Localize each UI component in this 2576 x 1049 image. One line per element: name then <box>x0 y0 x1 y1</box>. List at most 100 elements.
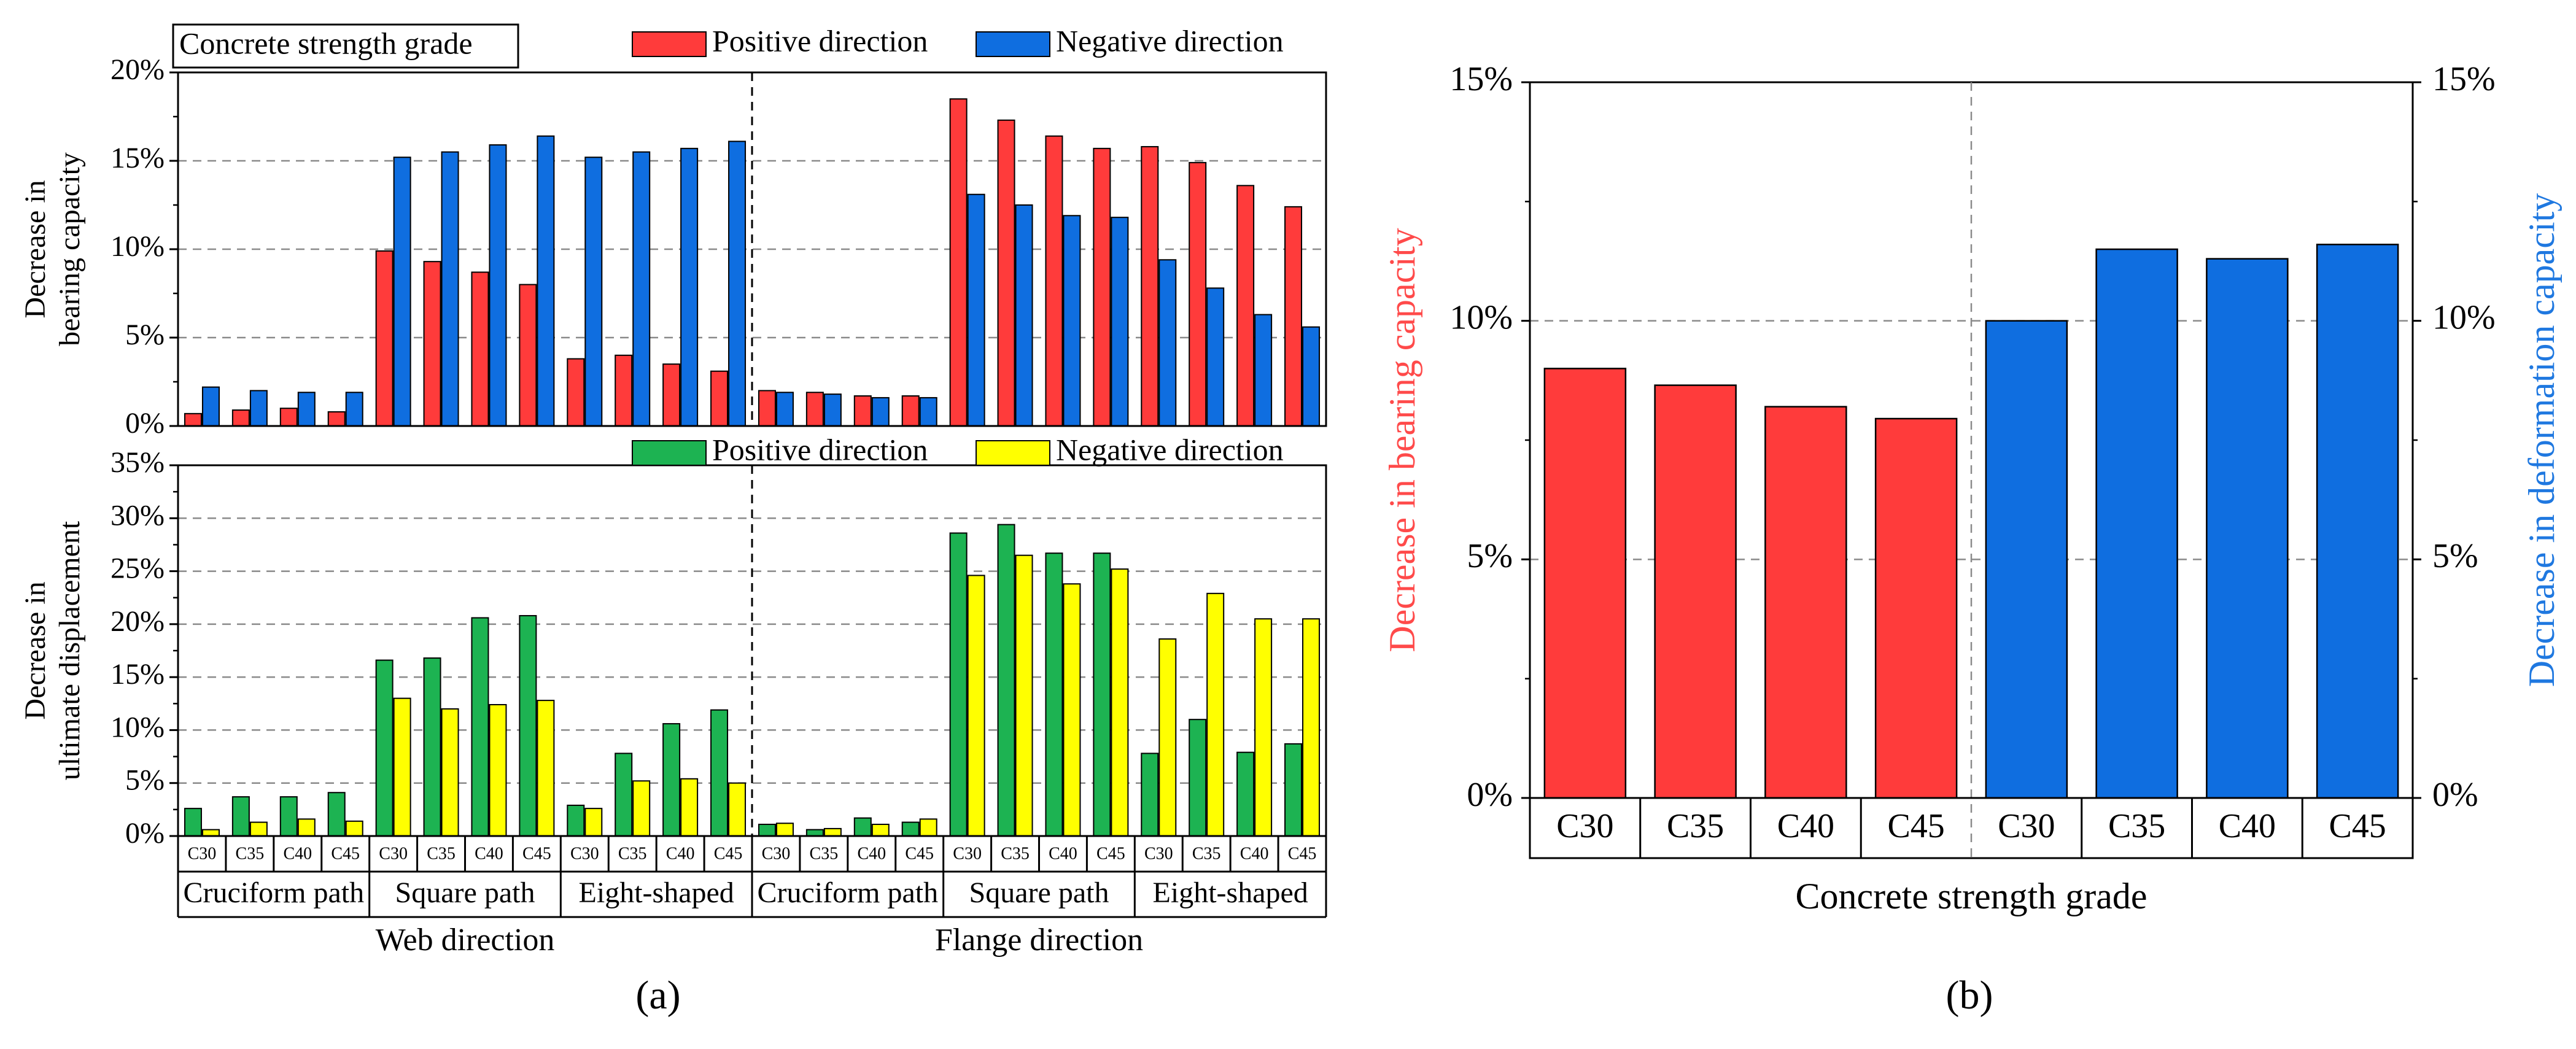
a-category-label: C45 <box>1288 844 1317 863</box>
a-bottom-bar <box>184 808 202 837</box>
a-bottom-bar <box>949 532 968 837</box>
a-top-bar <box>393 157 411 427</box>
b-category-label: C45 <box>1887 807 1944 845</box>
a-top-bar <box>710 370 729 427</box>
a-category-label: C30 <box>953 844 982 863</box>
a-bottom-bar <box>423 657 441 837</box>
a-bottom-bar <box>441 708 459 837</box>
a-bottom-ytick-label: 15% <box>111 658 165 691</box>
a-top-ytick-label: 5% <box>125 319 165 351</box>
a-top-bar <box>1063 215 1081 427</box>
a-category-label: C45 <box>331 844 360 863</box>
a-top-ytick-label: 10% <box>111 230 165 263</box>
a-bottom-bar <box>567 804 585 837</box>
a-top-bar <box>680 147 699 427</box>
a-top-legend-swatch <box>976 31 1050 57</box>
a-top-bar <box>901 395 920 427</box>
a-top-bar <box>231 409 250 427</box>
a-top-legend-label: Positive direction <box>712 23 928 58</box>
a-bottom-bar <box>805 829 824 837</box>
a-category-label: C40 <box>1240 844 1269 863</box>
a-title: Concrete strength grade <box>179 26 473 60</box>
a-top-bar <box>615 354 633 427</box>
a-top-ylabel-line1: Decrease in <box>19 180 52 318</box>
b-bar <box>2316 244 2399 799</box>
b-ytick-label-left: 10% <box>1449 299 1513 337</box>
a-bottom-ytick-label: 10% <box>111 711 165 743</box>
a-top-bar <box>997 119 1015 427</box>
a-category-label: C35 <box>618 844 647 863</box>
a-bottom-ytick-label: 25% <box>111 552 165 585</box>
a-bottom-bar <box>584 808 603 837</box>
a-bottom-bar <box>375 659 394 837</box>
a-top-bar <box>919 397 937 427</box>
a-bottom-bar <box>823 827 842 837</box>
a-top-bar <box>775 392 794 427</box>
a-top-ytick-label: 15% <box>111 142 165 174</box>
b-bar <box>1764 406 1847 799</box>
a-bottom-bar <box>1302 618 1321 837</box>
a-category-label: C45 <box>905 844 934 863</box>
a-bottom-bar <box>537 700 555 837</box>
a-top-bar <box>519 284 537 427</box>
a-bottom-bar <box>997 524 1015 837</box>
a-category-label: C45 <box>1096 844 1125 863</box>
b-bar <box>2095 248 2178 799</box>
a-bottom-ytick-label: 5% <box>125 764 165 797</box>
a-bottom-bar <box>393 697 411 837</box>
a-bottom-bar <box>231 796 250 837</box>
a-bottom-bar <box>758 824 776 837</box>
a-bottom-bar <box>297 818 316 837</box>
a-category-label: C40 <box>283 844 312 863</box>
a-top-ylabel-line2: bearing capacity <box>53 152 86 346</box>
b-ytick-label-left: 15% <box>1449 60 1513 98</box>
a-top-bar <box>1189 161 1207 427</box>
a-top-bar <box>537 135 555 427</box>
a-bottom-bar <box>853 817 872 837</box>
a-title-box <box>172 23 519 69</box>
a-bottom-bar <box>680 778 699 837</box>
a-direction-label: Flange direction <box>935 923 1143 958</box>
a-bottom-bar <box>1254 618 1273 837</box>
b-ytick-label-left: 5% <box>1467 537 1513 575</box>
a-bottom-ylabel-line2: ultimate displacement <box>53 521 86 780</box>
a-group-label: Eight-shaped <box>579 877 734 909</box>
a-bottom-bar <box>327 792 346 837</box>
a-top-bar <box>1111 217 1129 427</box>
a-bottom-bar <box>201 829 220 837</box>
a-top-bar <box>327 411 346 427</box>
b-category-label: C45 <box>2329 807 2386 845</box>
a-top-bar <box>375 250 394 427</box>
b-ylabel-right: Decrease in deformation capacity <box>2521 193 2562 687</box>
a-top-bar <box>489 144 507 427</box>
a-top-bar <box>1284 206 1303 427</box>
a-top-bar <box>1254 314 1273 427</box>
a-bottom-bar <box>1045 552 1063 837</box>
a-bottom-legend-swatch <box>632 440 707 466</box>
a-bottom-legend-swatch <box>976 440 1050 466</box>
panel-label-b: (b) <box>1946 973 1993 1018</box>
a-top-bar <box>423 261 441 427</box>
a-top-bar <box>1141 145 1159 427</box>
a-bottom-bar <box>1111 568 1129 837</box>
a-top-bar <box>805 392 824 427</box>
a-category-label: C40 <box>666 844 695 863</box>
a-top-bar <box>758 390 776 427</box>
a-bottom-bar <box>901 821 920 837</box>
a-bottom-bar <box>919 818 937 837</box>
a-category-label: C45 <box>522 844 551 863</box>
a-bottom-bar <box>632 780 651 837</box>
a-bottom-bar <box>519 615 537 837</box>
a-top-bar <box>1158 259 1177 427</box>
a-top-bar <box>728 141 747 427</box>
a-bottom-bar <box>1236 751 1255 837</box>
a-category-label: C35 <box>236 844 265 863</box>
a-bottom-ylabel-line1: Decrease in <box>19 581 52 719</box>
a-top-legend-label: Negative direction <box>1056 23 1284 58</box>
a-bottom-bar <box>1141 753 1159 837</box>
a-bottom-bar <box>1206 592 1225 837</box>
a-top-bar <box>1236 185 1255 427</box>
a-top-ytick-label: 20% <box>111 53 165 86</box>
a-bottom-bar <box>1093 552 1111 837</box>
